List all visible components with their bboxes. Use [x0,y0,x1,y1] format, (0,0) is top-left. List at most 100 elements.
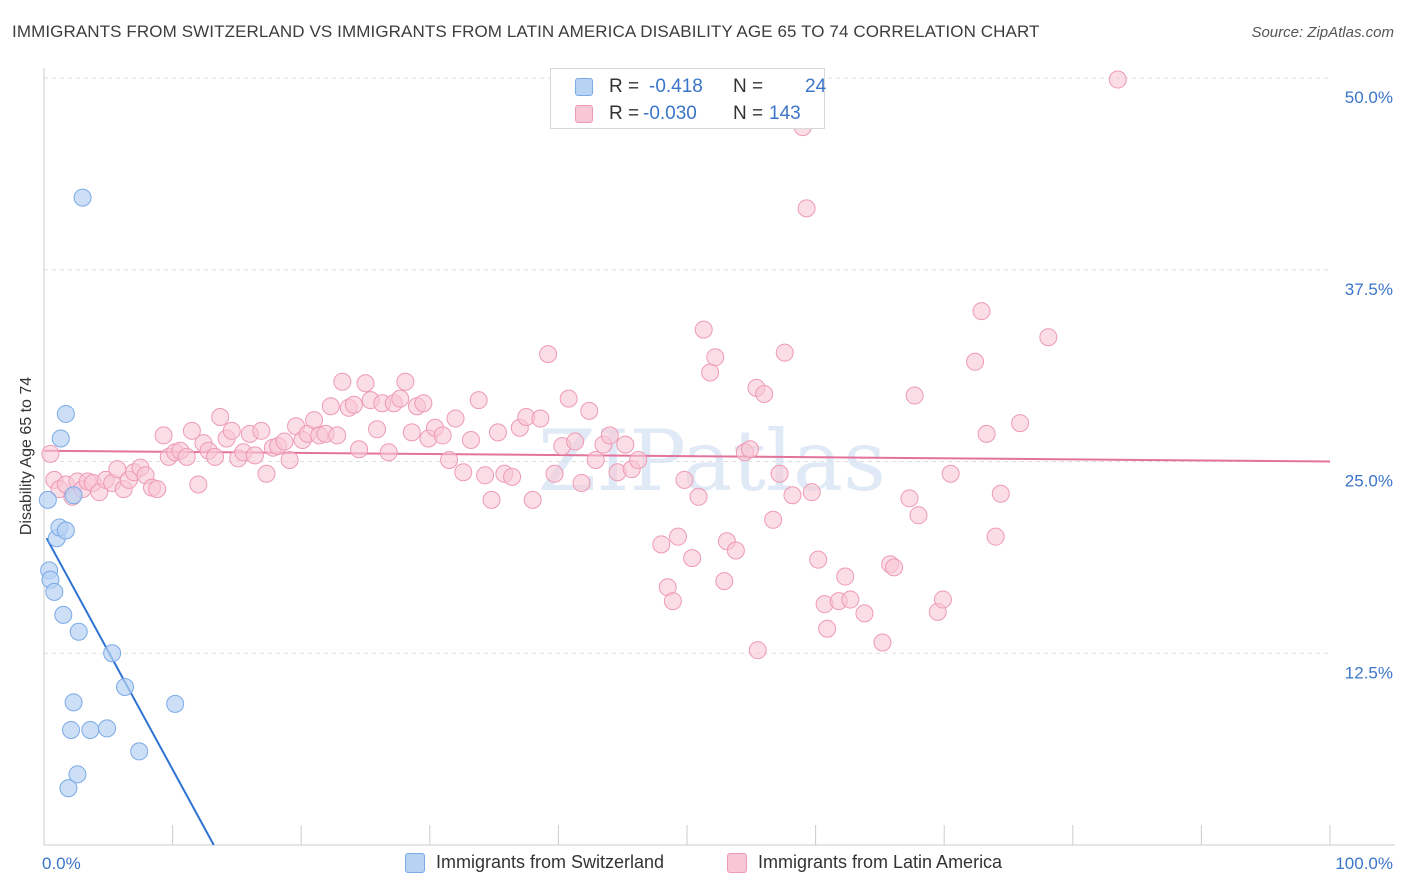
latin-america-point [476,466,495,485]
latin-america-point [726,541,745,560]
y-tick-label: 12.5% [1345,663,1393,682]
latin-america-point [755,385,774,404]
switzerland-point [68,765,87,784]
switzerland-point [69,622,88,641]
latin-america-point [206,447,225,466]
latin-america-point [482,490,501,509]
latin-america-point [572,473,591,492]
latin-america-point [523,490,542,509]
latin-america-point [177,447,196,466]
latin-america-point [222,421,241,440]
latin-america-point [663,592,682,611]
latin-america-point [694,320,713,339]
latin-america-point [616,435,635,454]
switzerland-point [45,582,64,601]
legend-n-label: N = [733,103,764,124]
latin-america-point [461,431,480,450]
chart-title: IMMIGRANTS FROM SWITZERLAND VS IMMIGRANT… [12,22,1040,41]
latin-america-point [305,411,324,430]
latin-america-point [764,510,783,529]
correlation-legend: R = -0.418 N = 24 R = -0.030 N = 143 [550,68,826,129]
switzerland-point [56,404,75,423]
switzerland-point [56,521,75,540]
latin-america-point [154,426,173,445]
latin-america-point [909,506,928,525]
latin-america-point [689,487,708,506]
latin-america-point [488,423,507,442]
latin-america-point [855,604,874,623]
latin-america-point [873,633,892,652]
latin-america-point [148,480,167,499]
latin-america-point [629,450,648,469]
latin-america-point [905,386,924,405]
latin-america-point [396,372,415,391]
latin-america-point [182,421,201,440]
switzerland-point [54,605,73,624]
y-tick-label: 50.0% [1345,88,1393,107]
switzerland-point [98,719,117,738]
latin-america-point [972,302,991,321]
latin-america-point [1108,70,1127,89]
latin-america-point [446,409,465,428]
latin-america-point [977,424,996,443]
latin-america-point [1039,328,1058,347]
switzerland-point [166,694,185,713]
latin-america-point [991,484,1010,503]
latin-america-point [941,464,960,483]
latin-america-point [559,389,578,408]
latin-america-point [344,395,363,414]
x-tick-label: 100.0% [1335,854,1393,873]
y-axis-label: Disability Age 65 to 74 [18,376,35,536]
legend-label-switzerland: Immigrants from Switzerland [436,852,665,872]
latin-america-point [433,426,452,445]
latin-america-point [652,535,671,554]
latin-america-point [900,489,919,508]
latin-america-point [770,464,789,483]
latin-america-point [683,549,702,568]
switzerland-point [64,486,83,505]
latin-america-point [741,440,760,459]
latin-america-point [668,527,687,546]
grid-lines [44,77,1330,654]
latin-america-point [933,590,952,609]
latin-america-point [379,443,398,462]
latin-america-point [328,426,347,445]
latin-america-point [41,444,60,463]
latin-america-point [545,464,564,483]
latin-america-point [809,550,828,569]
latin-america-point [715,572,734,591]
switzerland-point [38,490,57,509]
x-tick-label: 0.0% [42,854,81,873]
tick-labels: 12.5% 25.0% 37.5% 50.0% 0.0% 100.0% [42,88,1393,873]
latin-america-point [333,372,352,391]
switzerland-point [51,429,70,448]
switzerland-point [59,779,78,798]
legend-swatch-pink [575,105,593,123]
latin-america-points [41,70,1127,660]
legend-swatch-pink [727,853,747,873]
y-tick-label: 37.5% [1345,280,1393,299]
latin-america-point [802,483,821,502]
latin-america-point [836,567,855,586]
latin-america-point [469,391,488,410]
latin-america-point [189,475,208,494]
latin-america-point [350,440,369,459]
latin-america-point [580,401,599,420]
latin-america-point [841,590,860,609]
legend-label-latin-america: Immigrants from Latin America [758,852,1003,872]
latin-america-point [440,450,459,469]
source-label: Source: ZipAtlas.com [1251,24,1394,41]
legend-swatch-blue [405,853,425,873]
latin-america-point [252,421,271,440]
latin-america-point [368,420,387,439]
latin-america-point [1011,414,1030,433]
latin-america-point [391,389,410,408]
latin-america-point [586,450,605,469]
latin-america-point [600,426,619,445]
legend-n-value: 143 [769,103,801,124]
latin-america-point [675,470,694,489]
latin-america-point [356,374,375,393]
latin-america-point [966,352,985,371]
latin-america-point [280,450,299,469]
